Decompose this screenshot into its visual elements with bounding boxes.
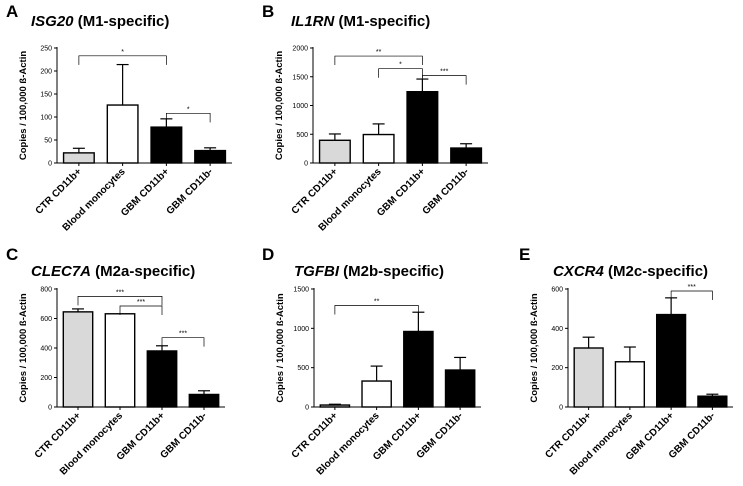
gene-name: TGFBI: [294, 263, 340, 280]
y-tick-label: 400: [40, 346, 52, 353]
significance-label: **: [376, 49, 382, 56]
title-suffix: (M1-specific): [74, 13, 170, 30]
significance-label: *: [121, 49, 124, 56]
significance-bracket: [166, 112, 211, 123]
y-tick-label: 0: [559, 405, 563, 412]
gene-name: IL1RN: [291, 13, 336, 30]
panel-letter: B: [262, 2, 274, 21]
y-tick-label: 0: [304, 161, 308, 168]
y-tick-label: 2000: [292, 46, 308, 53]
bar: [318, 139, 351, 164]
bar: [444, 369, 476, 408]
y-tick-label: 1500: [292, 74, 308, 81]
significance-bracket: [670, 290, 713, 300]
bar: [62, 152, 95, 164]
y-tick-label: 100: [40, 115, 52, 122]
bar: [106, 104, 139, 164]
significance-bracket: [422, 75, 467, 85]
bar: [319, 404, 351, 408]
significance-bracket: [77, 296, 163, 306]
panel-title: CXCR4 (M2c-specific): [553, 263, 708, 280]
bar: [403, 330, 434, 408]
panel-letter: E: [519, 245, 530, 264]
y-tick-label: 600: [551, 287, 563, 294]
panel-c: C CLEC7A (M2a-specific) Copies / 100,000 ß…: [6, 245, 225, 477]
y-tick-label: 50: [44, 138, 52, 145]
panel-title: ISG20 (M1-specific): [31, 13, 169, 30]
bar: [361, 380, 392, 408]
y-axis-label: Copies / 100,000 ß-Actin: [529, 293, 540, 402]
bar: [150, 126, 183, 164]
panel-b: B IL1RN (M1-specific) Copies / 100,000 ß-A…: [262, 2, 488, 233]
y-axis-label: Copies / 100,000 ß-Actin: [275, 293, 286, 402]
y-tick-label: 800: [40, 287, 52, 294]
bar: [62, 311, 94, 408]
title-suffix: (M2b-specific): [339, 263, 444, 280]
y-tick-label: 200: [40, 375, 52, 382]
y-tick-label: 200: [551, 365, 563, 372]
significance-label: ***: [440, 69, 448, 76]
y-tick-label: 1000: [292, 103, 308, 110]
y-tick-label: 500: [296, 132, 308, 139]
y-tick-label: 1000: [293, 326, 309, 333]
gene-name: ISG20: [31, 13, 74, 30]
panel-title: CLEC7A (M2a-specific): [31, 263, 195, 280]
significance-bracket: [78, 55, 167, 65]
y-axis-label: Copies / 100,000 ß-Actin: [18, 51, 29, 160]
significance-label: *: [399, 62, 402, 69]
significance-label: ***: [137, 299, 145, 306]
title-suffix: (M1-specific): [334, 13, 430, 30]
y-tick-label: 600: [40, 316, 52, 323]
panel-d: D TGFBI (M2b-specific) Copies / 100,000 ß-…: [262, 245, 481, 477]
significance-label: **: [374, 299, 380, 306]
bar: [406, 90, 439, 164]
significance-bracket: [119, 305, 163, 315]
panel-letter: C: [6, 245, 18, 264]
y-tick-label: 400: [551, 326, 563, 333]
significance-bracket: [334, 305, 419, 315]
panel-title: IL1RN (M1-specific): [291, 13, 430, 30]
y-tick-label: 0: [305, 405, 309, 412]
bar: [655, 313, 687, 408]
y-axis-label: Copies / 100,000 ß-Actin: [274, 51, 285, 160]
y-tick-label: 0: [48, 161, 52, 168]
title-suffix: (M2a-specific): [91, 263, 195, 280]
x-tick-label: GBM CD11b-: [165, 166, 216, 217]
y-tick-label: 0: [48, 405, 52, 412]
significance-label: ***: [179, 331, 187, 338]
y-tick-label: 1500: [293, 287, 309, 294]
significance-label: *: [187, 106, 190, 113]
y-tick-label: 500: [297, 365, 309, 372]
x-tick-label: GBM CD11b-: [421, 166, 472, 217]
panel-letter: D: [262, 245, 274, 264]
y-tick-label: 250: [40, 46, 52, 53]
y-axis-label: Copies / 100,000 ß-Actin: [18, 293, 29, 402]
bar: [194, 149, 227, 164]
panel-e: E CXCR4 (M2c-specific) Copies / 100,000 ß-…: [519, 245, 733, 477]
significance-label: ***: [688, 284, 696, 291]
y-tick-label: 150: [40, 92, 52, 99]
bar: [146, 350, 178, 408]
bar: [450, 147, 483, 164]
bar: [614, 361, 646, 408]
y-tick-label: 200: [40, 69, 52, 76]
bar: [362, 133, 395, 164]
significance-bracket: [334, 55, 423, 66]
significance-bracket: [161, 337, 205, 347]
bar: [697, 395, 728, 408]
panel-title: TGFBI (M2b-specific): [294, 263, 444, 280]
panel-letter: A: [6, 2, 18, 21]
panel-a: A ISG20 (M1-specific) Copies / 100,000 ß-A…: [6, 2, 232, 233]
gene-name: CLEC7A: [31, 263, 91, 280]
significance-bracket: [378, 68, 423, 78]
title-suffix: (M2c-specific): [604, 263, 708, 280]
bar: [573, 347, 604, 408]
significance-label: ***: [116, 289, 124, 296]
bar: [188, 393, 220, 408]
gene-name: CXCR4: [553, 263, 605, 280]
bar: [104, 313, 136, 408]
